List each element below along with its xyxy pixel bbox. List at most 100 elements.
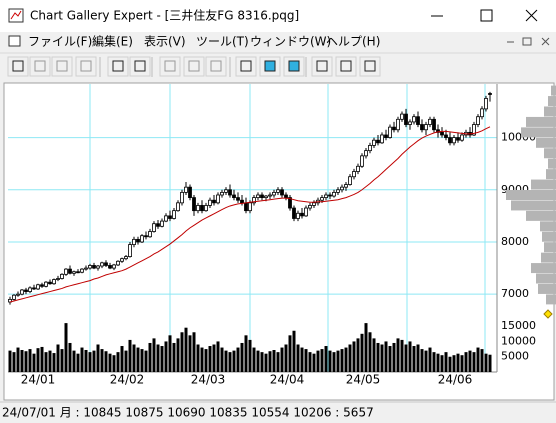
volume-bar xyxy=(132,344,136,372)
candle-body xyxy=(448,137,452,144)
toolbar-button[interactable] xyxy=(235,56,257,77)
toolbar-button[interactable] xyxy=(51,56,73,77)
volume-bar xyxy=(216,341,220,372)
volume-bar xyxy=(432,352,436,372)
button-face[interactable] xyxy=(7,56,29,77)
candle-body xyxy=(324,194,328,199)
toolbar-button[interactable] xyxy=(205,56,227,77)
toolbar-button[interactable] xyxy=(183,56,205,77)
candle-body xyxy=(72,271,76,274)
close-button[interactable] xyxy=(525,9,538,22)
doc-icon[interactable] xyxy=(8,35,21,47)
button-glyph[interactable] xyxy=(264,60,276,72)
volume-bar xyxy=(52,353,56,372)
volume-bar xyxy=(280,347,284,372)
menu-item[interactable]: 編集(E) xyxy=(92,34,133,49)
candle-body xyxy=(344,184,348,188)
candle-body xyxy=(320,197,324,201)
toolbar-button[interactable] xyxy=(283,56,305,77)
menu-item[interactable]: 表示(V) xyxy=(144,35,186,49)
menu-item[interactable]: ヘルプ(H) xyxy=(326,35,380,49)
volume-bar xyxy=(88,352,92,372)
button-glyph[interactable] xyxy=(316,60,328,72)
price-profile-bar xyxy=(551,85,556,96)
volume-bar xyxy=(420,349,424,372)
doc-restore[interactable] xyxy=(522,37,532,46)
button-face[interactable] xyxy=(129,56,151,77)
x-tick-label: 24/02 xyxy=(110,373,145,387)
button-glyph[interactable] xyxy=(364,60,376,72)
button-face[interactable] xyxy=(205,56,227,77)
candle-body xyxy=(104,262,108,266)
button-face[interactable] xyxy=(311,56,333,77)
volume-bar xyxy=(140,349,144,372)
button-glyph[interactable] xyxy=(56,60,68,72)
candle-body xyxy=(48,281,52,285)
candle-body xyxy=(284,194,288,199)
candle-body xyxy=(140,235,144,243)
candle-body xyxy=(244,202,248,212)
candle-body xyxy=(120,258,124,262)
x-tick-label: 24/06 xyxy=(438,373,473,387)
menu-item[interactable]: ツール(T) xyxy=(196,35,249,49)
button-glyph[interactable] xyxy=(12,60,24,72)
toolbar-button[interactable] xyxy=(359,56,381,77)
candle-body xyxy=(372,139,376,146)
toolbar-button[interactable] xyxy=(107,56,129,77)
maximize-button[interactable] xyxy=(480,9,493,22)
button-glyph[interactable] xyxy=(240,60,252,72)
candle-body xyxy=(188,186,192,199)
button-glyph[interactable] xyxy=(188,60,200,72)
button-face[interactable] xyxy=(235,56,257,77)
candle-body xyxy=(32,287,36,290)
button-glyph[interactable] xyxy=(288,60,300,72)
volume-bar xyxy=(440,355,444,372)
toolbar-button[interactable] xyxy=(7,56,29,77)
button-face[interactable] xyxy=(29,56,51,77)
candle-body xyxy=(432,118,436,131)
button-face[interactable] xyxy=(51,56,73,77)
toolbar-button[interactable] xyxy=(159,56,181,77)
volume-bar xyxy=(452,355,456,372)
button-face[interactable] xyxy=(335,56,357,77)
menu-item[interactable]: ファイル(F) xyxy=(28,35,92,49)
menu-item[interactable]: ウィンドウ(W) xyxy=(250,35,331,49)
button-face[interactable] xyxy=(159,56,181,77)
price-profile-bar xyxy=(531,179,556,190)
volume-bar xyxy=(248,339,252,372)
doc-close[interactable] xyxy=(541,37,550,46)
price-profile-bar xyxy=(546,294,556,305)
volume-bar xyxy=(84,350,88,372)
candle-body xyxy=(36,284,40,290)
volume-bar xyxy=(472,352,476,372)
button-glyph[interactable] xyxy=(210,60,222,72)
volume-bar xyxy=(68,342,72,372)
menu-background xyxy=(0,32,556,51)
toolbar-button[interactable] xyxy=(75,56,97,77)
button-face[interactable] xyxy=(75,56,97,77)
candle-body xyxy=(80,268,84,273)
toolbar-button[interactable] xyxy=(29,56,51,77)
button-glyph[interactable] xyxy=(80,60,92,72)
volume-bar xyxy=(316,350,320,372)
volume-bar xyxy=(416,344,420,372)
button-glyph[interactable] xyxy=(134,60,146,72)
button-face[interactable] xyxy=(359,56,381,77)
button-face[interactable] xyxy=(107,56,129,77)
volume-bar xyxy=(100,349,104,372)
volume-bar xyxy=(272,350,276,372)
toolbar-button[interactable] xyxy=(129,56,151,77)
button-face[interactable] xyxy=(183,56,205,77)
volume-bar xyxy=(304,349,308,372)
candle-body xyxy=(152,223,156,232)
toolbar-button[interactable] xyxy=(311,56,333,77)
candle-body xyxy=(296,212,300,219)
button-glyph[interactable] xyxy=(112,60,124,72)
button-glyph[interactable] xyxy=(164,60,176,72)
volume-bar xyxy=(160,346,164,372)
button-glyph[interactable] xyxy=(34,60,46,72)
toolbar-button[interactable] xyxy=(259,56,281,77)
volume-bar xyxy=(288,335,292,372)
button-glyph[interactable] xyxy=(340,60,352,72)
toolbar-button[interactable] xyxy=(335,56,357,77)
